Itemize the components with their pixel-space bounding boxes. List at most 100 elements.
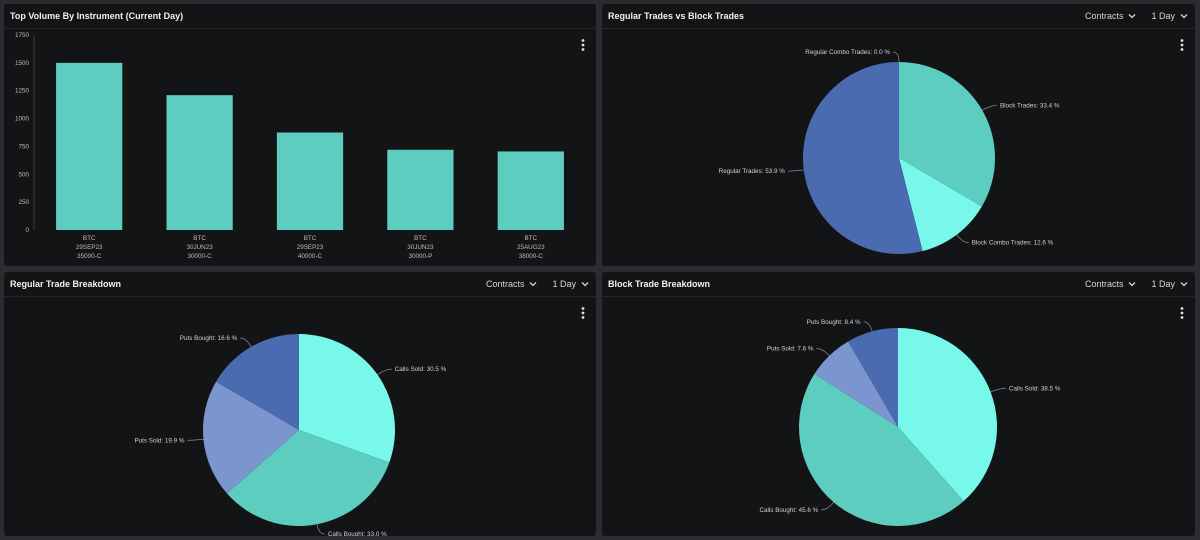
period-dropdown[interactable]: 1 Day: [1151, 11, 1189, 21]
x-tick-label: 38000-C: [519, 253, 544, 260]
pie-slice-label: Calls Sold: 30.5 %: [395, 366, 447, 373]
panel-header: Block Trade Breakdown Contracts 1 Day: [602, 272, 1195, 297]
bar[interactable]: [276, 132, 344, 231]
pie-slice[interactable]: [216, 334, 299, 430]
panel-title: Regular Trade Breakdown: [10, 279, 122, 289]
y-tick-label: 250: [18, 199, 29, 206]
unit-dropdown[interactable]: Contracts: [1085, 279, 1138, 289]
y-tick-label: 500: [18, 171, 29, 178]
x-tick-label: 35000-C: [77, 253, 102, 260]
period-dropdown[interactable]: 1 Day: [552, 279, 590, 289]
pie-connector-line: [816, 348, 830, 356]
bar[interactable]: [56, 62, 123, 230]
pie-connector-line: [377, 368, 392, 376]
x-tick-label: 30000-C: [188, 253, 213, 260]
pie-slice[interactable]: [299, 334, 395, 463]
x-tick-label: BTC: [83, 235, 96, 242]
more-vertical-icon[interactable]: [578, 38, 588, 52]
pie-slice[interactable]: [899, 158, 982, 252]
reg-vs-block-pie: Block Trades: 33.4 % Block Combo Trades: …: [719, 49, 1060, 254]
panel-header: Regular Trades vs Block Trades Contracts…: [602, 4, 1195, 29]
chevron-down-icon: [1129, 282, 1136, 287]
pie-connector-line: [821, 502, 834, 511]
pie-slice[interactable]: [203, 381, 299, 494]
panel-header: Regular Trade Breakdown Contracts 1 Day: [4, 272, 596, 297]
pie-connector-line: [892, 51, 900, 63]
pie-connector-line: [863, 321, 873, 332]
chevron-down-icon: [1180, 282, 1188, 287]
pie-slice[interactable]: [898, 328, 997, 502]
volume-bar-chart: 0 250 500 750 1000 1250 1500 1750 BTC 29SEP23 3500…: [15, 32, 564, 260]
more-vertical-icon[interactable]: [1177, 38, 1187, 52]
pie-slice[interactable]: [899, 62, 995, 207]
y-tick-label: 750: [18, 143, 29, 150]
pie-slice-label: Puts Bought: 16.6 %: [180, 335, 238, 342]
period-dropdown[interactable]: 1 Day: [1151, 279, 1189, 289]
pie-slice[interactable]: [814, 341, 898, 427]
x-tick-label: 30JUN23: [407, 244, 434, 251]
x-tick-label: 40000-C: [298, 253, 323, 260]
block-breakdown-pie: Calls Sold: 38.5 % Calls Bought: 45.6 % Pu…: [759, 319, 1061, 526]
pie-slice-label: Calls Bought: 45.6 %: [759, 507, 818, 514]
y-tick-label: 1000: [15, 116, 30, 123]
more-vertical-icon[interactable]: [578, 306, 588, 320]
pie-slice[interactable]: [799, 373, 964, 526]
x-tick-label: 25AUG23: [517, 244, 545, 251]
y-tick-label: 1750: [15, 32, 30, 39]
period-dropdown-label: 1 Day: [1151, 279, 1175, 289]
y-tick-label: 0: [25, 227, 29, 234]
chevron-down-icon: [530, 282, 537, 287]
chevron-down-icon: [1180, 14, 1188, 19]
unit-dropdown[interactable]: Contracts: [486, 279, 539, 289]
panel-header: Top Volume By Instrument (Current Day): [4, 4, 596, 29]
panel-title: Block Trade Breakdown: [608, 279, 711, 289]
pie-slice-label: Block Combo Trades: 12.6 %: [972, 240, 1054, 247]
regular-breakdown-pie: Calls Sold: 30.5 % Calls Bought: 33.0 % Pu…: [134, 334, 447, 536]
y-tick-label: 1500: [15, 60, 30, 67]
x-tick-label: 30JUN23: [186, 244, 213, 251]
more-vertical-icon[interactable]: [1177, 306, 1187, 320]
bar[interactable]: [166, 95, 233, 231]
pie-slice-label: Calls Bought: 33.0 %: [328, 531, 387, 536]
pie-connector-line: [787, 169, 804, 172]
bar[interactable]: [387, 149, 454, 230]
pie-connector-line: [316, 524, 325, 535]
panel-title: Top Volume By Instrument (Current Day): [10, 11, 184, 21]
x-tick-label: 29SEP23: [76, 244, 103, 251]
x-tick-label: BTC: [524, 235, 537, 242]
chevron-down-icon: [1129, 14, 1136, 19]
pie-slice[interactable]: [848, 328, 898, 427]
top-volume-panel: Top Volume By Instrument (Current Day) 0…: [4, 4, 596, 266]
pie-slice-label: Puts Sold: 7.6 %: [767, 345, 814, 352]
block-breakdown-panel: Block Trade Breakdown Contracts 1 Day Ca…: [602, 272, 1195, 536]
period-dropdown-label: 1 Day: [552, 279, 576, 289]
unit-dropdown-label: Contracts: [1084, 279, 1124, 289]
x-tick-label: BTC: [414, 235, 427, 242]
panel-title: Regular Trades vs Block Trades: [608, 11, 745, 21]
unit-dropdown-label: Contracts: [1084, 11, 1124, 21]
regular-breakdown-panel: Regular Trade Breakdown Contracts 1 Day …: [4, 272, 596, 536]
pie-connector-line: [240, 337, 252, 347]
x-tick-label: 29SEP23: [297, 244, 324, 251]
pie-slice-label: Regular Combo Trades: 0.0 %: [805, 49, 890, 56]
period-dropdown-label: 1 Day: [1151, 11, 1175, 21]
pie-slice[interactable]: [803, 62, 923, 254]
pie-connector-line: [990, 388, 1006, 393]
unit-dropdown[interactable]: Contracts: [1085, 11, 1138, 21]
pie-slice-label: Puts Sold: 19.9 %: [134, 437, 184, 444]
pie-slice[interactable]: [226, 430, 390, 526]
pie-connector-line: [982, 104, 997, 111]
pie-connector-line: [956, 234, 969, 244]
reg-vs-block-panel: Regular Trades vs Block Trades Contracts…: [602, 4, 1195, 266]
pie-slice-label: Regular Trades: 53.9 %: [719, 168, 786, 175]
bar[interactable]: [497, 151, 564, 230]
x-tick-label: 30000-P: [408, 253, 432, 260]
pie-connector-line: [187, 439, 204, 441]
pie-slice-label: Block Trades: 33.4 %: [1000, 102, 1060, 109]
x-tick-label: BTC: [304, 235, 317, 242]
chevron-down-icon: [581, 282, 589, 287]
pie-slice-label: Puts Bought: 8.4 %: [807, 319, 861, 326]
y-tick-label: 1250: [15, 88, 30, 95]
x-tick-label: BTC: [193, 235, 206, 242]
unit-dropdown-label: Contracts: [485, 279, 525, 289]
